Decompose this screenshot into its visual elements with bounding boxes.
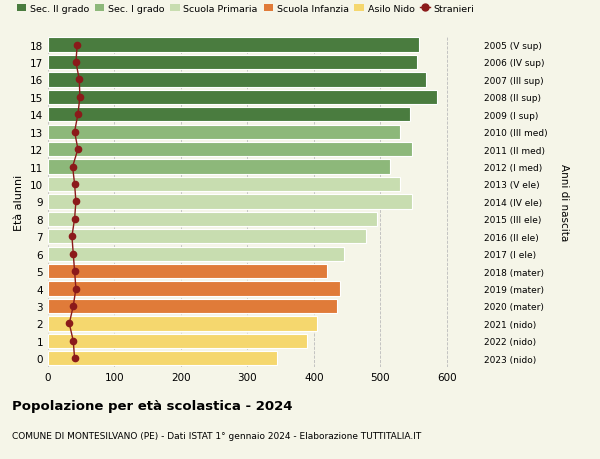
Bar xyxy=(48,143,412,157)
Bar xyxy=(48,317,317,331)
Bar xyxy=(48,56,417,70)
Bar xyxy=(48,195,412,209)
Bar xyxy=(48,282,340,296)
Bar xyxy=(48,125,400,140)
Bar xyxy=(48,352,277,366)
Bar xyxy=(48,230,365,244)
Bar xyxy=(48,108,410,122)
Bar xyxy=(48,38,419,52)
Bar xyxy=(48,212,377,226)
Bar xyxy=(48,160,390,174)
Bar xyxy=(48,247,344,261)
Bar xyxy=(48,264,327,279)
Bar xyxy=(48,334,307,348)
Bar xyxy=(48,90,437,105)
Text: Popolazione per età scolastica - 2024: Popolazione per età scolastica - 2024 xyxy=(12,399,293,412)
Bar xyxy=(48,299,337,313)
Bar xyxy=(48,178,400,192)
Legend: Sec. II grado, Sec. I grado, Scuola Primaria, Scuola Infanzia, Asilo Nido, Stran: Sec. II grado, Sec. I grado, Scuola Prim… xyxy=(17,5,474,14)
Y-axis label: Anni di nascita: Anni di nascita xyxy=(559,163,569,241)
Y-axis label: Età alunni: Età alunni xyxy=(14,174,25,230)
Text: COMUNE DI MONTESILVANO (PE) - Dati ISTAT 1° gennaio 2024 - Elaborazione TUTTITAL: COMUNE DI MONTESILVANO (PE) - Dati ISTAT… xyxy=(12,431,421,441)
Bar xyxy=(48,73,425,87)
